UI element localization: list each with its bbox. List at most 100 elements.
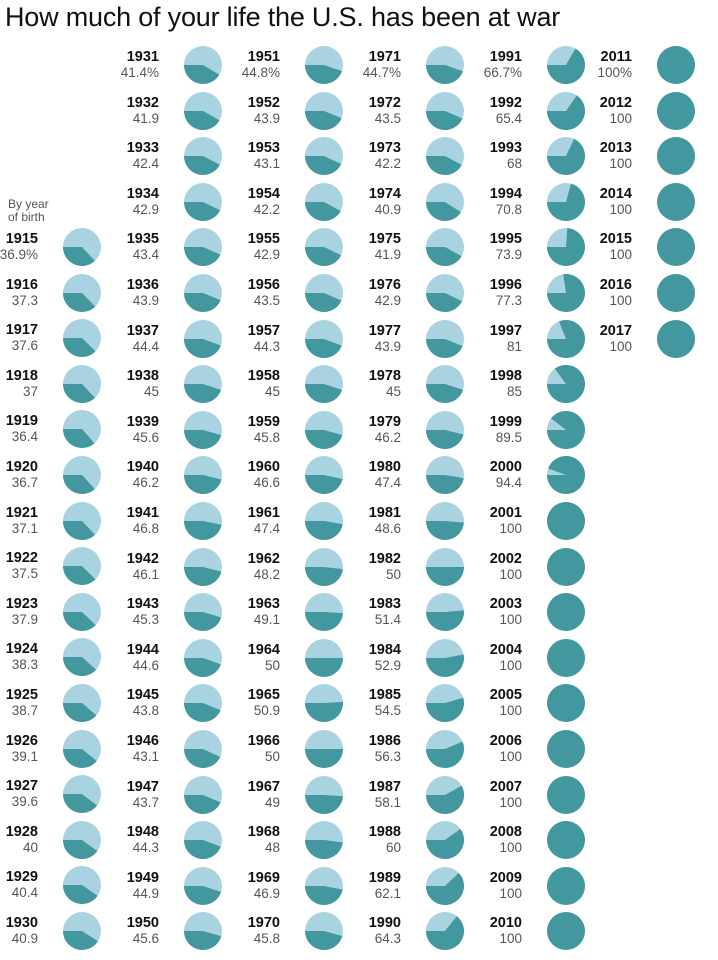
chart-title: How much of your life the U.S. has been … <box>5 2 561 32</box>
birth-year-label: 1918 <box>5 367 38 384</box>
note-line-2: of birth <box>8 210 45 224</box>
birth-year-label: 1990 <box>368 915 401 932</box>
pie-chart-1937 <box>184 319 222 358</box>
birth-year-label: 1988 <box>368 824 401 841</box>
war-percent-label: 44.3 <box>253 338 280 354</box>
birth-year-label: 1946 <box>126 733 159 749</box>
birth-year-label: 1951 <box>247 49 280 65</box>
war-slice <box>547 912 585 951</box>
war-slice <box>184 201 221 221</box>
pie-entry-1933: 1933 42.4 <box>107 136 223 180</box>
war-slice <box>63 292 96 312</box>
birth-year-label: 1956 <box>247 277 280 293</box>
war-slice <box>305 521 343 540</box>
war-percent-label: 100 <box>609 338 632 354</box>
war-percent-label: 37.6 <box>11 338 38 354</box>
war-percent-label: 48 <box>264 840 280 856</box>
war-slice <box>426 429 464 449</box>
war-slice <box>305 156 342 176</box>
war-percent-label: 58.1 <box>374 794 401 810</box>
war-slice <box>547 365 585 404</box>
pie-entry-1964: 1964 50 <box>228 638 344 682</box>
war-percent-label: 44.8% <box>241 65 280 80</box>
war-slice <box>547 48 585 85</box>
pie-entry-2007: 2007 100 <box>470 775 586 819</box>
pie-chart-1969 <box>305 866 343 905</box>
war-percent-label: 100 <box>609 156 632 172</box>
pie-chart-1975 <box>426 228 464 267</box>
birth-year-label: 1943 <box>126 596 159 613</box>
war-percent-label: 49 <box>264 794 280 810</box>
pie-entry-1977: 1977 43.9 <box>349 319 465 363</box>
birth-year-label: 1942 <box>126 550 159 567</box>
birth-year-label: 1939 <box>126 413 159 430</box>
pie-entry-1985: 1985 54.5 <box>349 683 465 727</box>
pie-entry-2014: 2014 100 <box>580 182 696 226</box>
war-percent-label: 40 <box>22 839 38 855</box>
pie-entry-1950: 1950 45.6 <box>107 911 223 955</box>
war-percent-label: 94.4 <box>495 475 522 491</box>
pie-entry-2009: 2009 100 <box>470 866 586 910</box>
pie-chart-2006 <box>547 730 585 768</box>
pie-chart-1973 <box>426 137 464 176</box>
note-line-1: By year <box>8 197 49 211</box>
pie-chart-1981 <box>426 502 464 541</box>
war-slice <box>305 794 343 814</box>
pie-chart-1949 <box>184 866 222 905</box>
war-slice <box>305 702 343 723</box>
war-percent-label: 42.2 <box>374 156 401 172</box>
war-slice <box>547 183 585 221</box>
pie-chart-1940 <box>184 456 222 495</box>
war-slice <box>184 840 221 860</box>
birth-year-label: 1991 <box>489 49 522 65</box>
pie-chart-2015 <box>657 228 695 267</box>
pie-entry-1995: 1995 73.9 <box>470 227 586 271</box>
birth-year-label: 1935 <box>126 231 159 248</box>
pie-chart-1963 <box>305 593 343 632</box>
pie-chart-1970 <box>305 912 343 951</box>
birth-year-label: 2002 <box>489 550 522 567</box>
war-percent-label: 85 <box>506 384 522 400</box>
war-percent-label: 100 <box>499 566 522 582</box>
war-percent-label: 49.1 <box>253 612 280 628</box>
war-percent-label: 54.5 <box>374 703 401 719</box>
war-slice <box>547 638 585 677</box>
war-percent-label: 100 <box>499 794 522 810</box>
pie-entry-1996: 1996 77.3 <box>470 273 586 317</box>
war-percent-label: 44.9 <box>132 885 159 901</box>
by-year-note: By year of birth <box>8 198 49 224</box>
pie-entry-2000: 2000 94.4 <box>470 455 586 499</box>
pie-entry-1919: 1919 36.4 <box>0 409 102 453</box>
pie-entry-1932: 1932 41.9 <box>107 91 223 135</box>
war-percent-label: 44.7% <box>362 65 401 80</box>
birth-year-label: 2010 <box>489 915 522 932</box>
war-percent-label: 42.2 <box>253 201 280 217</box>
war-slice <box>305 475 343 495</box>
birth-year-label: 1959 <box>247 413 280 430</box>
war-percent-label: 43.5 <box>374 110 401 126</box>
war-percent-label: 100% <box>597 65 632 80</box>
war-percent-label: 60 <box>385 840 401 856</box>
pie-entry-2001: 2001 100 <box>470 501 586 545</box>
pie-chart-1919 <box>63 410 101 449</box>
birth-year-label: 2007 <box>489 778 522 795</box>
birth-year-label: 1979 <box>368 413 401 430</box>
war-slice <box>426 156 462 176</box>
war-slice <box>426 698 464 723</box>
pie-entry-1998: 1998 85 <box>470 364 586 408</box>
pie-chart-1957 <box>305 319 343 358</box>
pie-entry-1969: 1969 46.9 <box>228 866 344 910</box>
war-slice <box>305 749 343 768</box>
war-slice <box>426 384 464 404</box>
war-percent-label: 37.9 <box>11 611 38 627</box>
war-slice <box>63 794 98 814</box>
war-percent-label: 68 <box>506 156 522 172</box>
war-slice <box>547 593 585 632</box>
pie-entry-1946: 1946 43.1 <box>107 729 223 773</box>
war-percent-label: 43.1 <box>253 156 280 172</box>
war-slice <box>657 274 695 312</box>
pie-entry-1923: 1923 37.9 <box>0 592 102 636</box>
war-percent-label: 41.9 <box>374 247 401 263</box>
war-percent-label: 46.6 <box>253 475 280 491</box>
birth-year-label: 1934 <box>126 185 159 202</box>
